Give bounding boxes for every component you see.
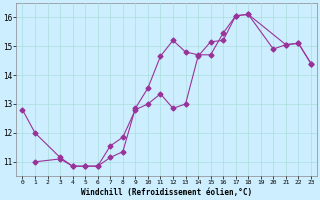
X-axis label: Windchill (Refroidissement éolien,°C): Windchill (Refroidissement éolien,°C) — [81, 188, 252, 197]
